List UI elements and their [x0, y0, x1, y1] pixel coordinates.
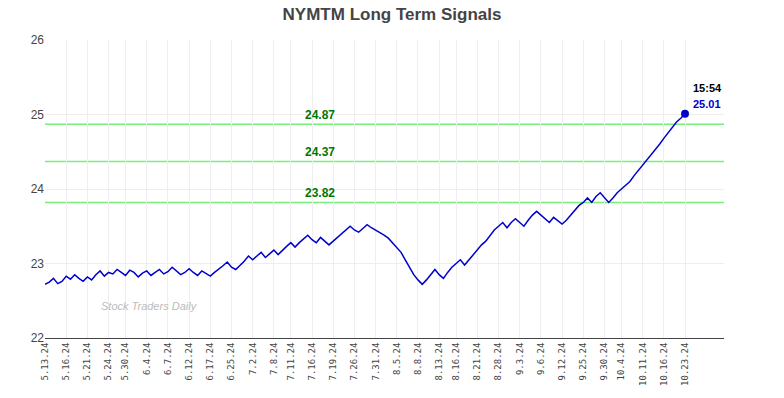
- svg-text:10.16.24: 10.16.24: [659, 343, 669, 386]
- svg-text:Stock Traders Daily: Stock Traders Daily: [101, 300, 198, 312]
- svg-text:23.82: 23.82: [305, 186, 335, 200]
- svg-text:24: 24: [31, 182, 45, 196]
- svg-text:24.37: 24.37: [305, 145, 335, 159]
- svg-text:6.17.24: 6.17.24: [205, 343, 215, 381]
- svg-text:7.26.24: 7.26.24: [349, 343, 359, 381]
- svg-text:9.3.24: 9.3.24: [515, 343, 525, 376]
- svg-text:NYMTM Long Term Signals: NYMTM Long Term Signals: [283, 5, 502, 24]
- svg-text:15:54: 15:54: [693, 82, 722, 94]
- svg-text:5.16.24: 5.16.24: [61, 343, 71, 381]
- svg-text:8.8.24: 8.8.24: [413, 343, 423, 376]
- svg-text:24.87: 24.87: [305, 108, 335, 122]
- svg-text:7.16.24: 7.16.24: [307, 343, 317, 381]
- svg-text:8.13.24: 8.13.24: [434, 343, 444, 381]
- svg-text:7.19.24: 7.19.24: [328, 343, 338, 381]
- svg-text:26: 26: [31, 33, 45, 47]
- svg-text:25: 25: [31, 108, 45, 122]
- svg-text:6.7.24: 6.7.24: [163, 343, 173, 376]
- svg-text:9.25.24: 9.25.24: [578, 343, 588, 381]
- svg-text:5.24.24: 5.24.24: [104, 343, 114, 381]
- svg-text:9.30.24: 9.30.24: [599, 343, 609, 381]
- svg-text:6.4.24: 6.4.24: [142, 343, 152, 376]
- svg-text:5.13.24: 5.13.24: [40, 343, 50, 381]
- svg-text:8.28.24: 8.28.24: [493, 343, 503, 381]
- svg-text:7.8.24: 7.8.24: [269, 343, 279, 376]
- svg-text:10.4.24: 10.4.24: [616, 343, 626, 381]
- svg-text:9.12.24: 9.12.24: [557, 343, 567, 381]
- svg-text:6.12.24: 6.12.24: [184, 343, 194, 381]
- svg-text:7.11.24: 7.11.24: [286, 343, 296, 381]
- svg-text:10.23.24: 10.23.24: [680, 343, 690, 386]
- svg-text:8.16.24: 8.16.24: [451, 343, 461, 381]
- svg-text:9.6.24: 9.6.24: [536, 343, 546, 376]
- svg-text:5.30.24: 5.30.24: [120, 343, 130, 381]
- svg-text:22: 22: [31, 331, 45, 345]
- svg-text:6.25.24: 6.25.24: [226, 343, 236, 381]
- svg-text:10.11.24: 10.11.24: [638, 343, 648, 386]
- svg-text:7.2.24: 7.2.24: [248, 343, 258, 376]
- svg-text:8.21.24: 8.21.24: [472, 343, 482, 381]
- svg-text:23: 23: [31, 257, 45, 271]
- svg-text:8.5.24: 8.5.24: [392, 343, 402, 376]
- svg-text:7.31.24: 7.31.24: [371, 343, 381, 381]
- svg-text:5.21.24: 5.21.24: [82, 343, 92, 381]
- svg-text:25.01: 25.01: [693, 98, 721, 110]
